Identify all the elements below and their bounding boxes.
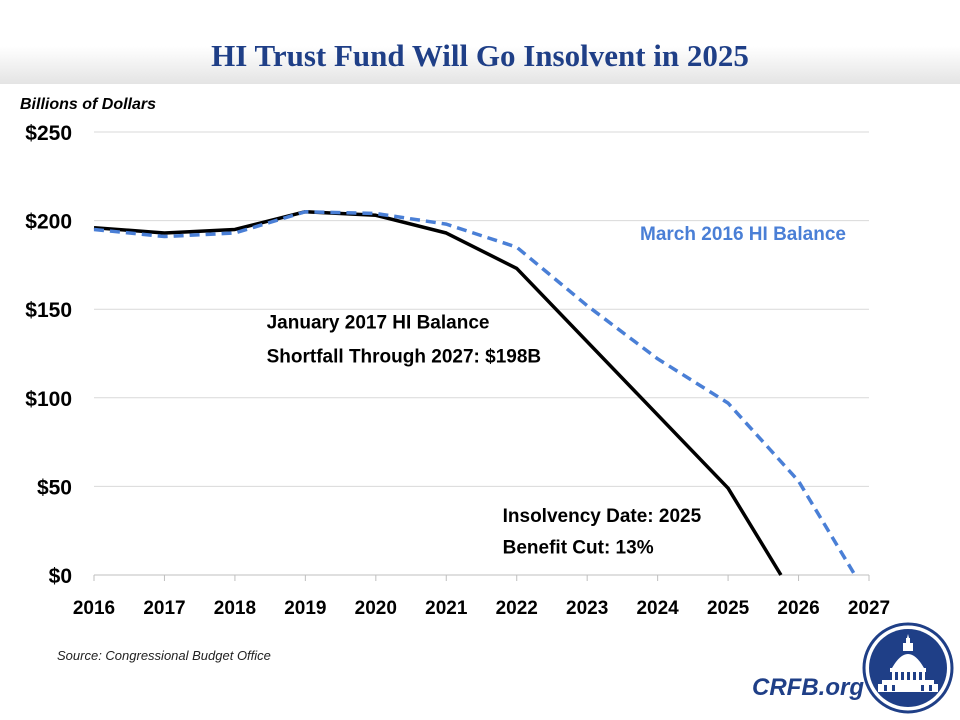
annotation-label: Shortfall Through 2027: $198B bbox=[267, 346, 542, 367]
capitol-seal-icon bbox=[862, 622, 954, 714]
annotation-label: March 2016 HI Balance bbox=[640, 224, 846, 245]
brand-link[interactable]: CRFB.org bbox=[752, 674, 864, 701]
chart-title: HI Trust Fund Will Go Insolvent in 2025 bbox=[211, 38, 749, 73]
x-tick-label: 2021 bbox=[425, 598, 468, 619]
y-tick-label: $0 bbox=[49, 565, 72, 588]
annotation-label: Insolvency Date: 2025 bbox=[503, 506, 702, 527]
x-tick-label: 2027 bbox=[848, 598, 890, 619]
x-tick-label: 2019 bbox=[284, 598, 326, 619]
title-band bbox=[0, 0, 960, 84]
x-tick-label: 2022 bbox=[496, 598, 538, 619]
annotations: March 2016 HI Balance January 2017 HI Bal… bbox=[267, 224, 846, 559]
x-tick-label: 2016 bbox=[73, 598, 115, 619]
hi-trust-fund-chart: $0 $50 $100 $150 $200 $250 2016 2017 2018 2019 202… bbox=[20, 96, 890, 619]
series-line-january-2017 bbox=[93, 209, 783, 576]
x-tick-label: 2024 bbox=[636, 598, 679, 619]
annotation-label: January 2017 HI Balance bbox=[267, 313, 490, 334]
x-tick-label: 2020 bbox=[355, 598, 397, 619]
axes: $0 $50 $100 $150 $200 $250 2016 2017 2018 2019 202… bbox=[20, 96, 890, 619]
source-note: Source: Congressional Budget Office bbox=[57, 648, 271, 663]
x-tick-label: 2025 bbox=[707, 598, 750, 619]
x-tick-label: 2018 bbox=[214, 598, 256, 619]
y-axis-label: Billions of Dollars bbox=[20, 96, 156, 113]
annotation-label: Benefit Cut: 13% bbox=[503, 538, 654, 559]
series-lines bbox=[93, 209, 857, 576]
x-tick-label: 2017 bbox=[143, 598, 185, 619]
y-tick-label: $100 bbox=[25, 388, 72, 411]
y-tick-label: $50 bbox=[37, 476, 72, 499]
series-line-march-2016 bbox=[93, 209, 857, 576]
x-tick-label: 2023 bbox=[566, 598, 608, 619]
x-tick-label: 2026 bbox=[777, 598, 819, 619]
y-tick-label: $250 bbox=[25, 122, 72, 145]
y-tick-label: $200 bbox=[25, 211, 72, 234]
y-tick-label: $150 bbox=[25, 299, 72, 322]
gridlines bbox=[94, 131, 869, 487]
